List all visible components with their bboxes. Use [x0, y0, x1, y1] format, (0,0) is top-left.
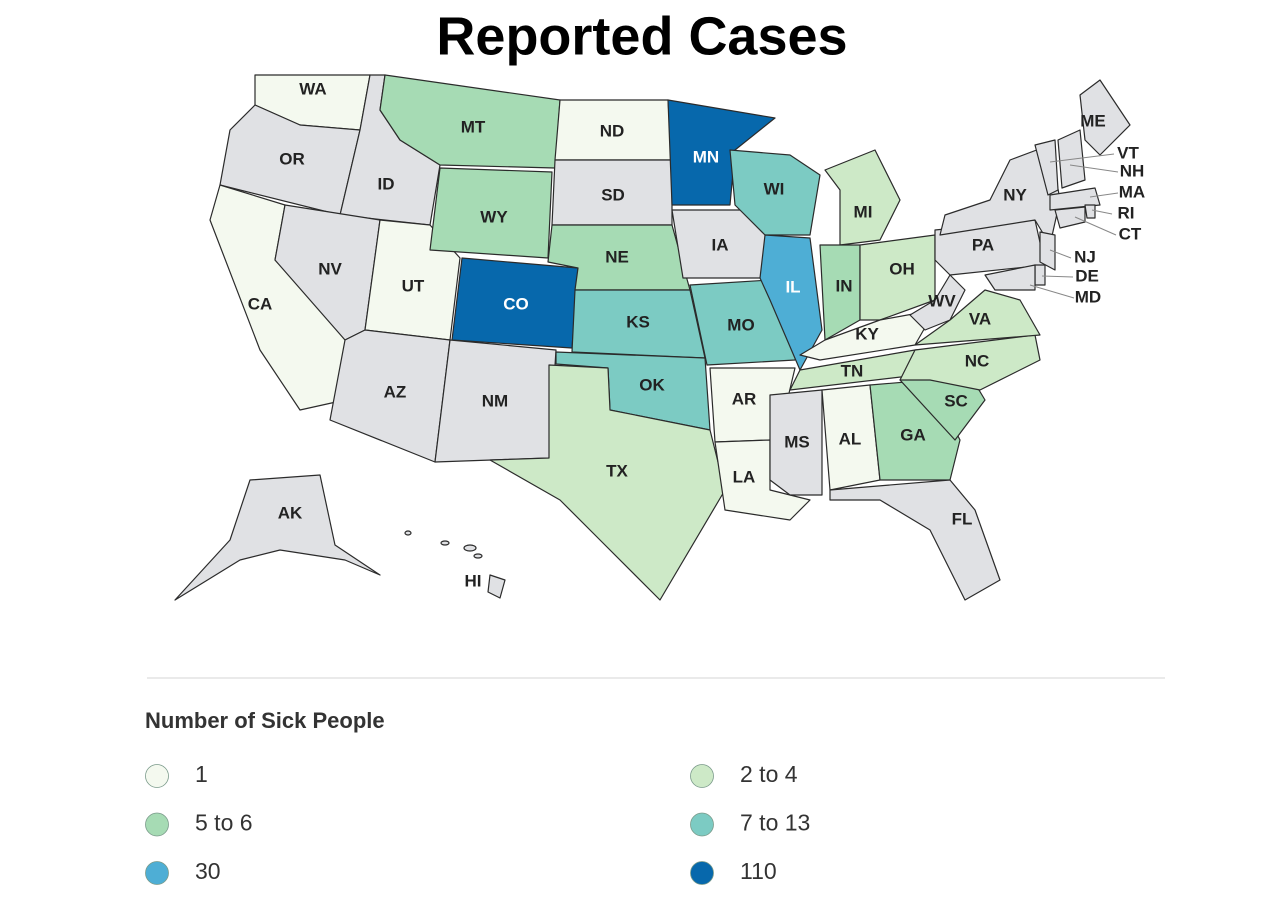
state-label: NE	[605, 247, 629, 266]
leader-line	[1049, 153, 1115, 163]
leader-line	[1089, 192, 1119, 198]
state-label: FL	[952, 509, 973, 528]
legend-swatch	[145, 764, 169, 788]
state	[487, 574, 506, 599]
state-label: WI	[764, 179, 785, 198]
leader-line	[1069, 164, 1119, 173]
state-label: AR	[732, 389, 757, 408]
state-label: OR	[279, 149, 305, 168]
state-label: AZ	[384, 382, 407, 401]
state-label: PA	[972, 235, 994, 254]
state-label: ID	[378, 174, 395, 193]
state	[1034, 264, 1046, 286]
map: WA OR CA ID NV UT AZ MT WY CO NM ND SD NE KS OK TX MN IA MO…	[174, 74, 1145, 601]
state	[824, 149, 901, 246]
legend-label: 110	[740, 858, 777, 884]
island	[463, 544, 477, 552]
legend: 1 2 to 4 5 to 6 7 to 13 30 110	[145, 761, 810, 885]
state-label: WY	[480, 207, 508, 226]
island	[473, 553, 483, 559]
legend-swatch	[145, 812, 169, 837]
state-label: NH	[1120, 161, 1145, 180]
state-label: MN	[693, 147, 719, 166]
state-label: IA	[712, 235, 729, 254]
legend-swatch	[690, 764, 714, 788]
state	[489, 364, 726, 601]
state-label: IL	[785, 277, 800, 296]
state	[329, 329, 451, 463]
state	[909, 274, 966, 331]
state-label: NV	[318, 259, 342, 278]
state	[1034, 139, 1059, 196]
state-label: ME	[1080, 111, 1106, 130]
title: Reported Cases	[436, 6, 847, 66]
state-label: NY	[1003, 185, 1027, 204]
state	[859, 234, 936, 321]
state-label: AK	[278, 503, 303, 522]
state-label: DE	[1075, 266, 1099, 285]
state-label: CO	[503, 294, 529, 313]
leader-line	[1029, 284, 1075, 299]
state-label: OH	[889, 259, 915, 278]
island	[440, 540, 450, 546]
state-label: LA	[733, 467, 756, 486]
state-label: VT	[1117, 143, 1139, 162]
state-label: KS	[626, 312, 650, 331]
leader-line	[1041, 275, 1074, 278]
legend-label: 5 to 6	[195, 810, 253, 836]
legend-label: 1	[195, 761, 208, 787]
state	[1079, 79, 1131, 156]
state	[984, 264, 1036, 291]
leader-line	[1074, 216, 1117, 236]
state-label: VA	[969, 309, 991, 328]
state-label: CT	[1119, 224, 1142, 243]
state	[829, 479, 1001, 601]
state	[1039, 231, 1056, 271]
state	[729, 149, 821, 236]
state-label: HI	[465, 571, 482, 590]
state-label: OK	[639, 375, 665, 394]
legend-label: 7 to 13	[740, 810, 810, 836]
state-label: GA	[900, 425, 926, 444]
state-label: AL	[839, 429, 862, 448]
state-label: TX	[606, 461, 628, 480]
leader-line	[1091, 209, 1113, 215]
state	[769, 389, 823, 496]
island	[404, 530, 412, 536]
legend-swatch	[145, 861, 169, 885]
state-label: SC	[944, 391, 968, 410]
state	[174, 474, 381, 601]
state	[1084, 204, 1096, 219]
legend-swatch	[690, 861, 714, 885]
state	[1054, 206, 1086, 229]
state-label: MT	[461, 117, 486, 136]
state-label: KY	[855, 324, 879, 343]
legend-label: 2 to 4	[740, 761, 798, 787]
state-label: UT	[402, 276, 425, 295]
state-label: MO	[727, 315, 754, 334]
legend-title: Number of Sick People	[145, 708, 385, 733]
legend-label: 30	[195, 858, 221, 884]
state	[914, 289, 1041, 346]
state-label: MD	[1075, 287, 1101, 306]
state-label: TN	[841, 361, 864, 380]
state-label: NM	[482, 391, 508, 410]
state-label: MI	[854, 202, 873, 221]
state-label: IN	[836, 276, 853, 295]
state-label: NC	[965, 351, 990, 370]
state-label: WV	[928, 291, 956, 310]
state-label: CA	[248, 294, 273, 313]
state-label: NJ	[1074, 247, 1096, 266]
state-label: WA	[299, 79, 326, 98]
legend-swatch	[690, 812, 714, 837]
state-label: MA	[1119, 182, 1145, 201]
state-label: SD	[601, 185, 625, 204]
state-label: MS	[784, 432, 810, 451]
state-label: ND	[600, 121, 625, 140]
state-label: RI	[1118, 203, 1135, 222]
leader-line	[1049, 249, 1072, 259]
